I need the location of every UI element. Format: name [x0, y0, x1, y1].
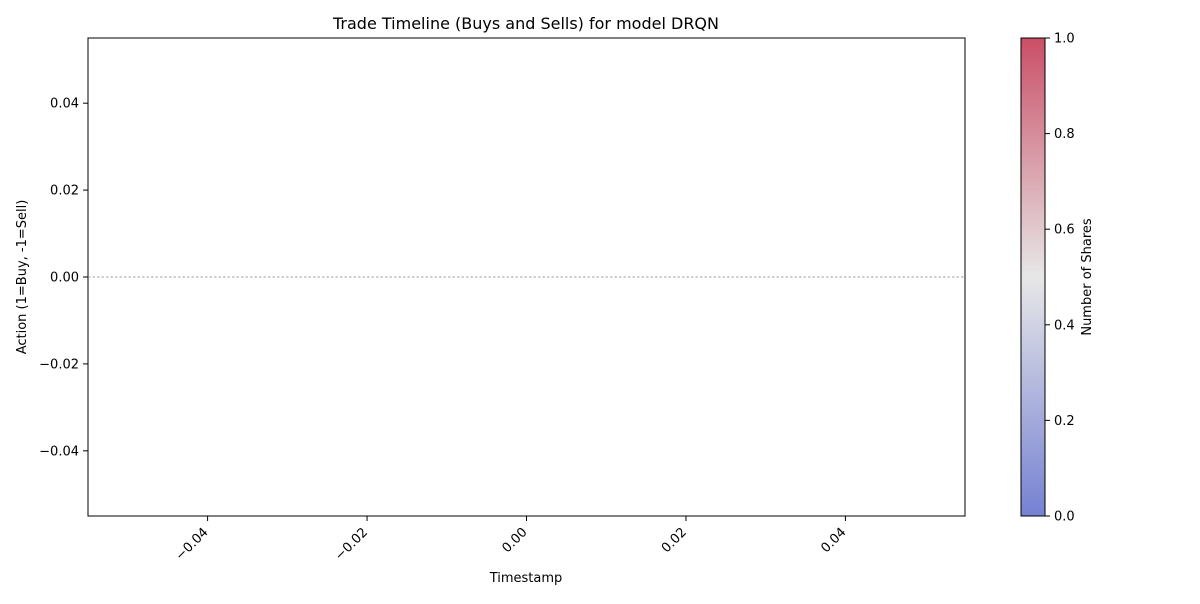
- colorbar-ticks: 0.0 0.2 0.4 0.6 0.8 1.0: [1045, 32, 1075, 525]
- y-axis-label: Action (1=Buy, -1=Sell): [15, 200, 30, 355]
- colorbar-tick-label: 0.6: [1054, 223, 1075, 238]
- y-tick-label: −0.04: [39, 444, 79, 459]
- x-axis-ticks: −0.04 −0.02 0.00 0.02 0.04: [173, 516, 849, 564]
- colorbar-tick-label: 1.0: [1054, 32, 1075, 47]
- x-tick-label: 0.04: [818, 525, 849, 556]
- y-tick-label: 0.04: [50, 97, 79, 112]
- colorbar-tick-label: 0.0: [1054, 510, 1075, 525]
- y-axis-ticks: 0.04 0.02 0.00 −0.02 −0.04: [39, 97, 88, 459]
- colorbar-tick-label: 0.4: [1054, 318, 1075, 333]
- x-tick-label: 0.02: [659, 525, 690, 556]
- y-tick-label: 0.02: [50, 184, 79, 199]
- x-tick-label: −0.04: [173, 525, 212, 564]
- chart-title: Trade Timeline (Buys and Sells) for mode…: [332, 14, 719, 33]
- x-tick-label: −0.02: [332, 525, 371, 564]
- colorbar-tick-label: 0.8: [1054, 127, 1075, 142]
- x-axis-label: Timestamp: [489, 571, 563, 586]
- colorbar-tick-label: 0.2: [1054, 414, 1075, 429]
- colorbar-label: Number of Shares: [1080, 218, 1095, 336]
- y-tick-label: 0.00: [50, 271, 79, 286]
- y-tick-label: −0.02: [39, 357, 79, 372]
- x-tick-label: 0.00: [499, 525, 530, 556]
- colorbar: [1020, 37, 1046, 517]
